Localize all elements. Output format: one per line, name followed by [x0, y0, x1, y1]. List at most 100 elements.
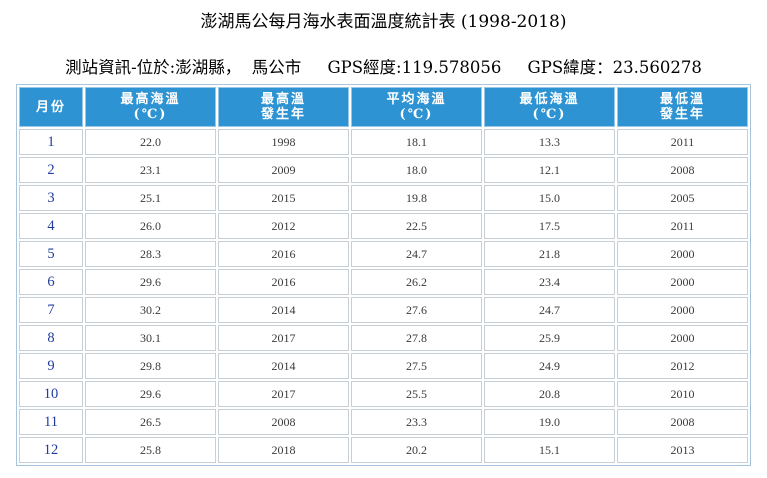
avg-temp-cell: 27.6 [351, 297, 482, 323]
page-title: 澎湖馬公每月海水表面溫度統計表 (1998-2018) [200, 12, 567, 32]
header-avg-temp: 平均海溫 (℃) [351, 87, 482, 127]
min-temp-cell: 24.9 [484, 353, 615, 379]
month-cell: 2 [19, 157, 83, 183]
max-temp-year-cell: 2014 [218, 297, 349, 323]
max-temp-cell: 22.0 [85, 129, 216, 155]
avg-temp-cell: 26.2 [351, 269, 482, 295]
min-temp-year-cell: 2000 [617, 269, 748, 295]
month-cell: 12 [19, 437, 83, 463]
min-temp-cell: 20.8 [484, 381, 615, 407]
min-temp-cell: 12.1 [484, 157, 615, 183]
max-temp-cell: 30.2 [85, 297, 216, 323]
max-temp-year-cell: 2008 [218, 409, 349, 435]
table-row: 11 26.5 2008 23.3 19.0 2008 [19, 409, 748, 435]
max-temp-cell: 29.8 [85, 353, 216, 379]
table-row: 4 26.0 2012 22.5 17.5 2011 [19, 213, 748, 239]
header-min-temp-unit: (℃) [532, 107, 567, 122]
header-max-temp-unit: (℃) [133, 107, 168, 122]
min-temp-year-cell: 2005 [617, 185, 748, 211]
avg-temp-cell: 20.2 [351, 437, 482, 463]
avg-temp-cell: 27.5 [351, 353, 482, 379]
max-temp-year-cell: 2018 [218, 437, 349, 463]
header-max-temp-year-sub: 發生年 [260, 107, 306, 122]
header-min-temp-year-label: 最低溫 [659, 92, 705, 107]
min-temp-cell: 25.9 [484, 325, 615, 351]
table-row: 2 23.1 2009 18.0 12.1 2008 [19, 157, 748, 183]
table-row: 1 22.0 1998 18.1 13.3 2011 [19, 129, 748, 155]
table-row: 9 29.8 2014 27.5 24.9 2012 [19, 353, 748, 379]
sea-temperature-table: 月份 最高海溫 (℃) 最高溫 發生年 平均海溫 (℃) 最低海溫 (℃) [16, 84, 751, 466]
month-cell: 3 [19, 185, 83, 211]
max-temp-cell: 30.1 [85, 325, 216, 351]
max-temp-cell: 28.3 [85, 241, 216, 267]
avg-temp-cell: 22.5 [351, 213, 482, 239]
avg-temp-cell: 25.5 [351, 381, 482, 407]
table-row: 5 28.3 2016 24.7 21.8 2000 [19, 241, 748, 267]
min-temp-cell: 17.5 [484, 213, 615, 239]
min-temp-year-cell: 2000 [617, 325, 748, 351]
header-month: 月份 [19, 87, 83, 127]
table-body: 1 22.0 1998 18.1 13.3 2011 2 23.1 2009 18.0 12.1 20… [19, 129, 748, 463]
min-temp-year-cell: 2011 [617, 213, 748, 239]
max-temp-year-cell: 2017 [218, 381, 349, 407]
header-min-temp-label: 最低海溫 [519, 92, 580, 107]
min-temp-year-cell: 2000 [617, 241, 748, 267]
avg-temp-cell: 19.8 [351, 185, 482, 211]
min-temp-year-cell: 2011 [617, 129, 748, 155]
max-temp-year-cell: 2009 [218, 157, 349, 183]
max-temp-year-cell: 2017 [218, 325, 349, 351]
month-cell: 6 [19, 269, 83, 295]
max-temp-cell: 29.6 [85, 269, 216, 295]
table-row: 12 25.8 2018 20.2 15.1 2013 [19, 437, 748, 463]
header-max-temp-label: 最高海溫 [120, 92, 181, 107]
sea-temperature-table-container: 月份 最高海溫 (℃) 最高溫 發生年 平均海溫 (℃) 最低海溫 (℃) [16, 84, 751, 466]
header-min-temp-year-sub: 發生年 [659, 107, 705, 122]
header-max-temp-year-label: 最高溫 [260, 92, 306, 107]
min-temp-year-cell: 2013 [617, 437, 748, 463]
min-temp-year-cell: 2000 [617, 297, 748, 323]
header-max-temp: 最高海溫 (℃) [85, 87, 216, 127]
min-temp-cell: 23.4 [484, 269, 615, 295]
avg-temp-cell: 27.8 [351, 325, 482, 351]
table-header-row: 月份 最高海溫 (℃) 最高溫 發生年 平均海溫 (℃) 最低海溫 (℃) [19, 87, 748, 127]
max-temp-year-cell: 1998 [218, 129, 349, 155]
month-cell: 1 [19, 129, 83, 155]
min-temp-cell: 21.8 [484, 241, 615, 267]
month-cell: 8 [19, 325, 83, 351]
max-temp-year-cell: 2015 [218, 185, 349, 211]
table-row: 7 30.2 2014 27.6 24.7 2000 [19, 297, 748, 323]
max-temp-cell: 23.1 [85, 157, 216, 183]
min-temp-cell: 24.7 [484, 297, 615, 323]
max-temp-cell: 26.5 [85, 409, 216, 435]
avg-temp-cell: 23.3 [351, 409, 482, 435]
table-row: 6 29.6 2016 26.2 23.4 2000 [19, 269, 748, 295]
min-temp-cell: 15.1 [484, 437, 615, 463]
min-temp-year-cell: 2012 [617, 353, 748, 379]
month-cell: 9 [19, 353, 83, 379]
avg-temp-cell: 18.0 [351, 157, 482, 183]
min-temp-cell: 19.0 [484, 409, 615, 435]
month-cell: 4 [19, 213, 83, 239]
min-temp-cell: 13.3 [484, 129, 615, 155]
min-temp-year-cell: 2008 [617, 157, 748, 183]
station-info: 測站資訊-位於:澎湖縣， 馬公市 GPS經度:119.578056 GPS緯度：… [65, 58, 702, 77]
min-temp-cell: 15.0 [484, 185, 615, 211]
table-row: 8 30.1 2017 27.8 25.9 2000 [19, 325, 748, 351]
month-cell: 10 [19, 381, 83, 407]
min-temp-year-cell: 2010 [617, 381, 748, 407]
header-min-temp: 最低海溫 (℃) [484, 87, 615, 127]
max-temp-year-cell: 2016 [218, 269, 349, 295]
header-min-temp-year: 最低溫 發生年 [617, 87, 748, 127]
avg-temp-cell: 18.1 [351, 129, 482, 155]
header-max-temp-year: 最高溫 發生年 [218, 87, 349, 127]
max-temp-cell: 26.0 [85, 213, 216, 239]
header-month-label: 月份 [35, 99, 66, 115]
min-temp-year-cell: 2008 [617, 409, 748, 435]
max-temp-cell: 25.1 [85, 185, 216, 211]
max-temp-cell: 25.8 [85, 437, 216, 463]
month-cell: 11 [19, 409, 83, 435]
max-temp-year-cell: 2012 [218, 213, 349, 239]
table-row: 10 29.6 2017 25.5 20.8 2010 [19, 381, 748, 407]
month-cell: 7 [19, 297, 83, 323]
header-avg-temp-label: 平均海溫 [386, 92, 447, 107]
